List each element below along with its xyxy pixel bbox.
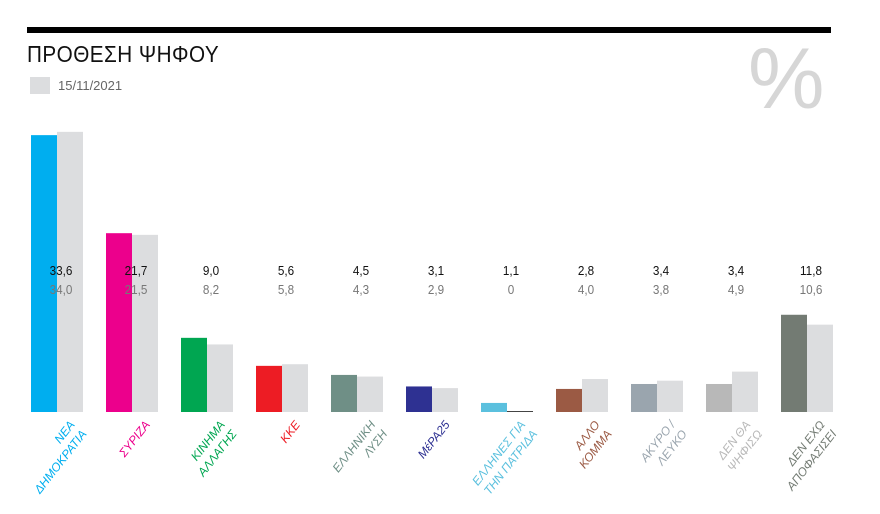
bar-comparison [432, 388, 458, 412]
bar-current [481, 402, 507, 412]
bar-current [706, 383, 732, 412]
bar-comparison [207, 344, 233, 412]
value-label-current: 4,5 [352, 263, 370, 278]
value-label-comparison: 21,5 [124, 282, 148, 297]
value-label-current: 33,6 [49, 263, 73, 278]
value-label-comparison: 2,9 [427, 282, 445, 297]
value-label-comparison: 4,0 [577, 282, 595, 297]
value-label-comparison: 8,2 [202, 282, 220, 297]
value-label-comparison: 4,9 [727, 282, 745, 297]
bar-current [556, 388, 582, 412]
bar-current [781, 314, 807, 412]
value-label-current: 3,4 [727, 263, 745, 278]
bar-comparison [282, 364, 308, 412]
value-label-comparison: 4,3 [352, 282, 370, 297]
chart-title: ΠΡΟΘΕΣΗ ΨΗΦΟΥ [27, 41, 220, 67]
bar-comparison [507, 411, 533, 412]
legend: 15/11/2021 [30, 77, 122, 94]
bar-current [331, 374, 357, 412]
bar-current [631, 383, 657, 412]
value-label-current: 21,7 [124, 263, 148, 278]
bar-comparison [657, 380, 683, 412]
bar-current [181, 337, 207, 412]
value-label-comparison: 0 [507, 282, 515, 297]
bar-comparison [582, 379, 608, 412]
bar-comparison [357, 376, 383, 412]
bar-current [31, 135, 57, 413]
value-label-comparison: 10,6 [799, 282, 823, 297]
percent-symbol: % [748, 31, 825, 127]
bar-current [106, 233, 132, 412]
value-label-current: 2,8 [577, 263, 595, 278]
value-label-current: 11,8 [800, 263, 822, 278]
bar-comparison [132, 234, 158, 412]
bar-current [406, 386, 432, 412]
value-label-current: 3,4 [652, 263, 670, 278]
bar-comparison [732, 371, 758, 412]
value-label-current: 3,1 [427, 263, 445, 278]
top-rule [27, 27, 831, 33]
value-label-comparison: 34,0 [49, 282, 73, 297]
value-label-comparison: 5,8 [277, 282, 295, 297]
value-label-comparison: 3,8 [652, 282, 670, 297]
value-label-current: 5,6 [277, 263, 295, 278]
value-label-current: 9,0 [202, 263, 220, 278]
bar-comparison [57, 131, 83, 412]
bar-comparison [807, 324, 833, 412]
legend-swatch [30, 77, 50, 94]
legend-label: 15/11/2021 [58, 78, 123, 93]
value-label-current: 1,1 [502, 263, 520, 278]
bar-current [256, 365, 282, 412]
